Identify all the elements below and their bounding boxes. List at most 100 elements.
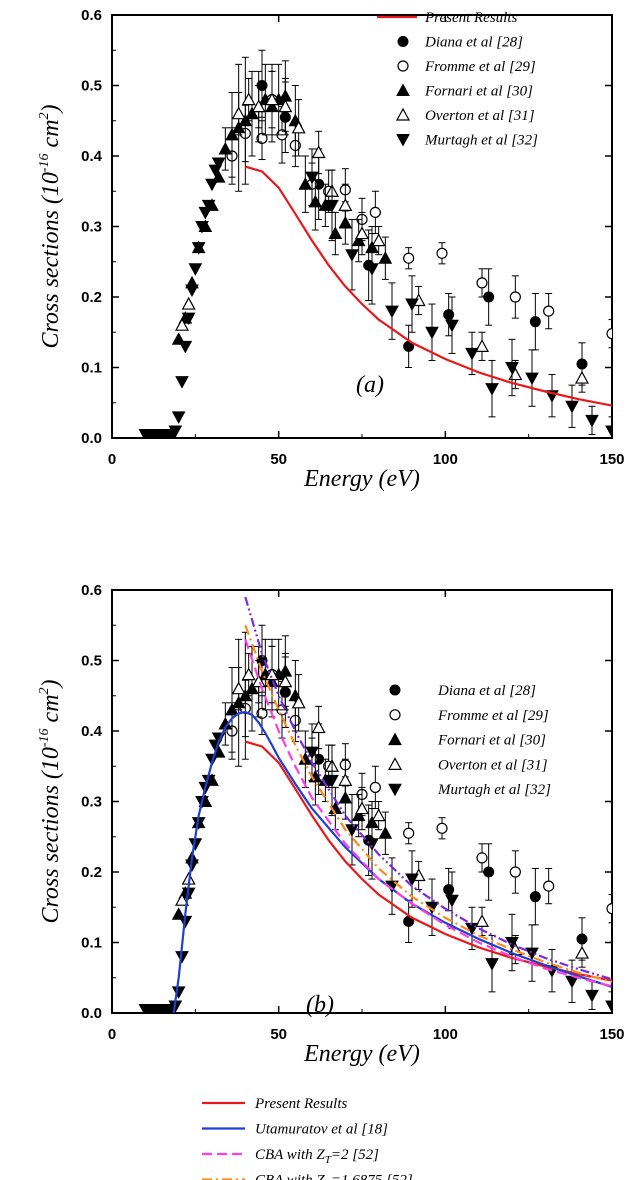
data-point <box>345 824 359 837</box>
y-tick-label: 0.3 <box>81 219 102 236</box>
series-diana <box>256 624 588 961</box>
data-point <box>298 177 313 190</box>
data-point <box>328 226 343 240</box>
data-point <box>171 411 186 424</box>
data-point <box>585 414 599 428</box>
data-point <box>174 892 190 906</box>
data-point <box>264 92 280 106</box>
legend: Diana et al [28] Fromme et al [29] Fornari… <box>387 683 551 798</box>
panel-b: 0.0 0.1 0.2 0.3 0.4 0.5 0.6 0 50 100 150 Energy (eV… <box>37 582 625 1067</box>
data-point <box>201 199 216 213</box>
data-point <box>485 958 499 971</box>
data-point <box>474 914 490 927</box>
panel-label: (b) <box>306 992 334 1018</box>
data-point <box>264 667 280 681</box>
data-point <box>291 695 306 709</box>
data-point <box>251 674 266 688</box>
x-tick-label: 100 <box>433 451 458 468</box>
data-point <box>371 808 386 822</box>
data-point <box>574 945 590 959</box>
y-axis-title: Cross sections (10-16 cm2) <box>37 104 64 348</box>
legend-label: Fornari et al [30] <box>437 733 546 749</box>
legend-label: Diana et al [28] <box>424 35 523 51</box>
data-point <box>369 206 381 218</box>
data-point <box>205 178 219 192</box>
curve-present <box>244 740 612 982</box>
data-point <box>385 305 399 319</box>
data-point <box>354 226 370 240</box>
data-point <box>305 171 319 185</box>
data-point <box>325 774 339 788</box>
data-point <box>191 242 206 255</box>
panel-a: 0.0 0.1 0.2 0.3 0.4 0.5 0.6 0 50 100 150 Energy (eV… <box>37 7 625 492</box>
y-tick-label: 0.6 <box>81 7 102 24</box>
bottom-legend: Present Results Utamuratov et al [18] CBA … <box>202 1096 413 1180</box>
x-axis-title: Energy (eV) <box>303 1041 420 1067</box>
data-point <box>405 873 419 887</box>
x-tick-label: 150 <box>599 1026 624 1043</box>
legend-marker <box>397 36 409 47</box>
data-point <box>529 316 541 328</box>
x-tick-label: 150 <box>599 451 624 468</box>
legend-marker <box>396 83 410 96</box>
data-point <box>241 667 256 681</box>
legend-label: Present Results <box>424 10 518 26</box>
data-point <box>565 400 579 414</box>
data-point <box>174 317 190 331</box>
data-point <box>185 284 199 297</box>
data-point <box>195 221 209 234</box>
curve-utamuratov <box>172 710 612 1013</box>
y-tick-label: 0.5 <box>81 653 102 670</box>
data-point <box>231 106 246 120</box>
y-tick-label: 0.0 <box>81 430 102 447</box>
data-point <box>509 291 521 303</box>
data-point <box>574 370 590 384</box>
data-point <box>256 707 268 719</box>
data-point <box>325 199 339 213</box>
y-tick-label: 0.1 <box>81 935 102 952</box>
data-point <box>171 986 186 999</box>
x-axis-title: Energy (eV) <box>303 466 420 492</box>
data-point <box>338 773 353 786</box>
y-tick-label: 0.4 <box>81 148 103 165</box>
y-tick-label: 0.2 <box>81 289 102 306</box>
legend-label: Overton et al [31] <box>425 108 535 124</box>
data-point <box>291 120 306 134</box>
data-point <box>605 425 612 438</box>
legend-label: Murtagh et al [32] <box>437 782 551 798</box>
data-point <box>168 425 183 438</box>
legend-label: Diana et al [28] <box>437 683 536 699</box>
y-axis-title: Cross sections (10-16 cm2) <box>37 679 64 923</box>
x-tick-label: 50 <box>270 451 287 468</box>
legend-marker <box>397 60 409 72</box>
data-point <box>605 1000 612 1013</box>
legend-marker <box>396 134 410 147</box>
data-point <box>354 801 370 815</box>
y-tick-label: 0.6 <box>81 582 102 599</box>
curve-cba <box>244 638 612 988</box>
data-point <box>338 198 353 211</box>
data-point <box>525 372 539 386</box>
bottom-legend-label: CBA with ZT=2 [52] <box>255 1147 379 1166</box>
data-point <box>378 826 393 839</box>
legend-marker <box>395 107 411 121</box>
panel-label: (a) <box>356 372 384 398</box>
data-point <box>543 880 555 892</box>
x-tick-label: 0 <box>108 1026 116 1043</box>
data-point <box>529 891 541 903</box>
data-point <box>256 132 268 144</box>
data-point <box>476 277 488 289</box>
plot-area <box>138 596 612 1013</box>
series-diana <box>256 49 588 386</box>
data-point <box>474 339 490 352</box>
x-tick-label: 50 <box>270 1026 287 1043</box>
legend-marker <box>389 709 401 721</box>
legend: Present Results Diana et al [28] Fromme et… <box>377 10 538 149</box>
data-point <box>365 263 379 276</box>
series-murtagh <box>138 148 612 438</box>
data-point <box>445 319 459 333</box>
data-point <box>425 326 439 340</box>
data-point <box>606 903 612 915</box>
y-tick-label: 0.0 <box>81 1005 102 1022</box>
